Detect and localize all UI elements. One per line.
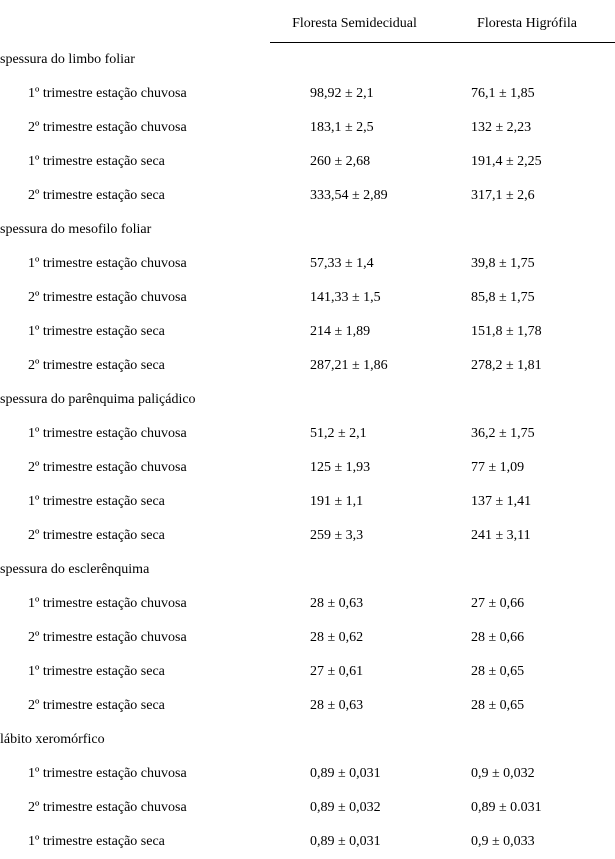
row-label: 2º trimestre estação seca — [0, 519, 270, 553]
row-value-semidecidual: 98,92 ± 2,1 — [270, 77, 445, 111]
row-value-higrofila: 317,1 ± 2,6 — [445, 179, 615, 213]
row-value-higrofila: 76,1 ± 1,85 — [445, 77, 615, 111]
table-row: 2º trimestre estação chuvosa 125 ± 1,93 … — [0, 451, 615, 485]
table-header-row: Floresta Semidecidual Floresta Higrófila — [0, 10, 615, 43]
row-value-semidecidual: 125 ± 1,93 — [270, 451, 445, 485]
row-value-semidecidual: 191 ± 1,1 — [270, 485, 445, 519]
row-value-higrofila: 77 ± 1,09 — [445, 451, 615, 485]
row-value-semidecidual: 57,33 ± 1,4 — [270, 247, 445, 281]
row-value-higrofila: 137 ± 1,41 — [445, 485, 615, 519]
section-title: spessura do parênquima paliçádico — [0, 383, 270, 417]
row-label: 1º trimestre estação chuvosa — [0, 77, 270, 111]
row-label: 2º trimestre estação seca — [0, 689, 270, 723]
row-value-higrofila: 0,9 ± 0,032 — [445, 757, 615, 791]
table-row: 2º trimestre estação chuvosa 28 ± 0,62 2… — [0, 621, 615, 655]
section-title: spessura do esclerênquima — [0, 553, 270, 587]
table-row: 1º trimestre estação seca 191 ± 1,1 137 … — [0, 485, 615, 519]
table-row: 2º trimestre estação seca 287,21 ± 1,86 … — [0, 349, 615, 383]
row-value-semidecidual: 28 ± 0,63 — [270, 689, 445, 723]
table-row: 1º trimestre estação seca 260 ± 2,68 191… — [0, 145, 615, 179]
row-label: 1º trimestre estação seca — [0, 315, 270, 349]
data-table: Floresta Semidecidual Floresta Higrófila… — [0, 10, 615, 859]
row-value-semidecidual: 28 ± 0,62 — [270, 621, 445, 655]
table-row: 2º trimestre estação chuvosa 141,33 ± 1,… — [0, 281, 615, 315]
row-value-higrofila: 191,4 ± 2,25 — [445, 145, 615, 179]
section-title-row: spessura do limbo foliar — [0, 43, 615, 77]
table-row: 1º trimestre estação chuvosa 98,92 ± 2,1… — [0, 77, 615, 111]
section-title-row: spessura do mesofilo foliar — [0, 213, 615, 247]
row-label: 2º trimestre estação chuvosa — [0, 281, 270, 315]
row-value-higrofila: 28 ± 0,66 — [445, 621, 615, 655]
row-label: 1º trimestre estação seca — [0, 485, 270, 519]
row-value-higrofila: 0,9 ± 0,033 — [445, 825, 615, 859]
row-value-higrofila: 28 ± 0,65 — [445, 689, 615, 723]
row-value-semidecidual: 27 ± 0,61 — [270, 655, 445, 689]
row-value-higrofila: 27 ± 0,66 — [445, 587, 615, 621]
row-value-semidecidual: 28 ± 0,63 — [270, 587, 445, 621]
table-row: 1º trimestre estação seca 0,89 ± 0,031 0… — [0, 825, 615, 859]
table-row: 2º trimestre estação chuvosa 183,1 ± 2,5… — [0, 111, 615, 145]
section-title: spessura do limbo foliar — [0, 43, 270, 77]
table-row: 1º trimestre estação seca 214 ± 1,89 151… — [0, 315, 615, 349]
table-row: 2º trimestre estação seca 333,54 ± 2,89 … — [0, 179, 615, 213]
row-value-higrofila: 151,8 ± 1,78 — [445, 315, 615, 349]
row-value-higrofila: 278,2 ± 1,81 — [445, 349, 615, 383]
table-row: 1º trimestre estação seca 27 ± 0,61 28 ±… — [0, 655, 615, 689]
row-value-semidecidual: 214 ± 1,89 — [270, 315, 445, 349]
row-value-semidecidual: 0,89 ± 0,032 — [270, 791, 445, 825]
row-value-higrofila: 39,8 ± 1,75 — [445, 247, 615, 281]
row-value-semidecidual: 0,89 ± 0,031 — [270, 757, 445, 791]
row-value-higrofila: 132 ± 2,23 — [445, 111, 615, 145]
row-label: 2º trimestre estação chuvosa — [0, 451, 270, 485]
row-label: 1º trimestre estação chuvosa — [0, 247, 270, 281]
section-title-row: lábito xeromórfico — [0, 723, 615, 757]
row-value-higrofila: 0,89 ± 0.031 — [445, 791, 615, 825]
table-row: 2º trimestre estação seca 28 ± 0,63 28 ±… — [0, 689, 615, 723]
row-label: 2º trimestre estação chuvosa — [0, 111, 270, 145]
row-label: 2º trimestre estação chuvosa — [0, 791, 270, 825]
row-value-semidecidual: 259 ± 3,3 — [270, 519, 445, 553]
row-label: 1º trimestre estação seca — [0, 825, 270, 859]
header-col-semidecidual: Floresta Semidecidual — [270, 10, 445, 43]
table-row: 2º trimestre estação seca 259 ± 3,3 241 … — [0, 519, 615, 553]
row-value-semidecidual: 260 ± 2,68 — [270, 145, 445, 179]
section-title-row: spessura do esclerênquima — [0, 553, 615, 587]
row-value-higrofila: 241 ± 3,11 — [445, 519, 615, 553]
section-title: lábito xeromórfico — [0, 723, 270, 757]
row-label: 2º trimestre estação chuvosa — [0, 621, 270, 655]
row-value-semidecidual: 287,21 ± 1,86 — [270, 349, 445, 383]
row-value-semidecidual: 333,54 ± 2,89 — [270, 179, 445, 213]
table-row: 1º trimestre estação chuvosa 28 ± 0,63 2… — [0, 587, 615, 621]
table-row: 2º trimestre estação chuvosa 0,89 ± 0,03… — [0, 791, 615, 825]
row-label: 2º trimestre estação seca — [0, 179, 270, 213]
row-value-semidecidual: 141,33 ± 1,5 — [270, 281, 445, 315]
row-label: 1º trimestre estação seca — [0, 145, 270, 179]
row-label: 2º trimestre estação seca — [0, 349, 270, 383]
table-row: 1º trimestre estação chuvosa 57,33 ± 1,4… — [0, 247, 615, 281]
header-empty — [0, 10, 270, 43]
row-label: 1º trimestre estação chuvosa — [0, 417, 270, 451]
table-row: 1º trimestre estação chuvosa 0,89 ± 0,03… — [0, 757, 615, 791]
table-row: 1º trimestre estação chuvosa 51,2 ± 2,1 … — [0, 417, 615, 451]
row-label: 1º trimestre estação seca — [0, 655, 270, 689]
row-value-semidecidual: 183,1 ± 2,5 — [270, 111, 445, 145]
row-value-semidecidual: 0,89 ± 0,031 — [270, 825, 445, 859]
row-value-semidecidual: 51,2 ± 2,1 — [270, 417, 445, 451]
row-value-higrofila: 28 ± 0,65 — [445, 655, 615, 689]
row-value-higrofila: 36,2 ± 1,75 — [445, 417, 615, 451]
section-title-row: spessura do parênquima paliçádico — [0, 383, 615, 417]
row-label: 1º trimestre estação chuvosa — [0, 757, 270, 791]
row-label: 1º trimestre estação chuvosa — [0, 587, 270, 621]
header-col-higrofila: Floresta Higrófila — [445, 10, 615, 43]
section-title: spessura do mesofilo foliar — [0, 213, 270, 247]
row-value-higrofila: 85,8 ± 1,75 — [445, 281, 615, 315]
